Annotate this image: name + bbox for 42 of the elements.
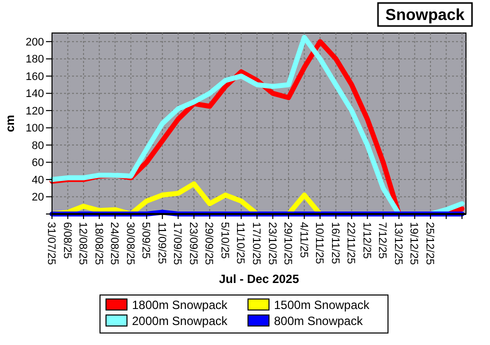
- y-tick-label: 120: [26, 105, 44, 118]
- y-tick-label: 40: [32, 174, 44, 186]
- legend-label: 1500m Snowpack: [274, 298, 370, 312]
- x-tick-label: 17/10/25: [250, 222, 262, 265]
- x-tick-label: 18/08/25: [92, 222, 104, 265]
- y-tick-label: 200: [26, 36, 44, 48]
- y-tick-label: 160: [26, 70, 44, 83]
- y-axis-title: cm: [3, 114, 17, 132]
- y-tick-label: 80: [32, 140, 44, 152]
- x-tick-label: 10/11/25: [313, 222, 326, 264]
- x-tick-label: 12/08/25: [76, 222, 89, 265]
- y-tick-label: 180: [26, 54, 44, 66]
- x-tick-label: 23/09/25: [186, 222, 199, 265]
- y-tick-label: 140: [26, 88, 44, 100]
- legend-label: 1800m Snowpack: [132, 298, 228, 312]
- x-tick-label: 16/11/25: [328, 222, 341, 264]
- x-tick-label: 19/12/25: [408, 222, 420, 265]
- x-tick-label: 23/10/25: [266, 222, 278, 265]
- x-tick-label: 24/08/25: [108, 222, 120, 265]
- y-tick-label: 20: [32, 192, 44, 204]
- x-axis-title: Jul - Dec 2025: [218, 272, 300, 286]
- x-tick-label: 4/11/25: [297, 222, 310, 258]
- x-tick-label: 5/10/25: [218, 222, 230, 259]
- x-tick-label: 11/10/25: [234, 222, 246, 264]
- y-tick-label: 60: [32, 157, 44, 170]
- y-tick-label: 100: [26, 122, 44, 135]
- x-tick-label: 1/12/25: [360, 222, 372, 259]
- x-tick-label: 13/12/25: [392, 222, 404, 265]
- x-tick-label: 29/09/25: [202, 222, 215, 265]
- chart-title: Snowpack: [385, 7, 465, 24]
- x-tick-label: 30/08/25: [124, 222, 136, 265]
- x-tick-label: 7/12/25: [376, 222, 388, 259]
- x-tick-label: 6/08/25: [60, 222, 73, 259]
- legend-label: 2000m Snowpack: [132, 314, 228, 328]
- x-tick-label: 22/11/25: [344, 222, 357, 264]
- x-tick-label: 17/09/25: [171, 222, 184, 265]
- legend-label: 800m Snowpack: [274, 314, 364, 328]
- x-tick-label: 29/10/25: [282, 222, 294, 265]
- x-tick-label: 25/12/25: [423, 222, 436, 265]
- x-tick-label: 11/09/25: [155, 222, 168, 264]
- x-tick-label: 31/07/25: [45, 222, 57, 265]
- x-tick-label: 5/09/25: [140, 222, 152, 259]
